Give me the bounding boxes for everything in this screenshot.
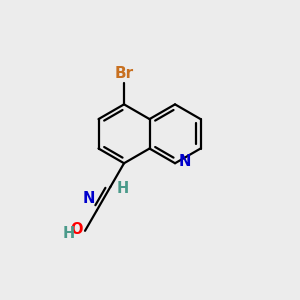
Text: Br: Br [115,66,134,81]
Text: O: O [70,222,83,237]
Text: N: N [179,154,191,169]
Text: H: H [117,181,129,196]
Text: H: H [62,226,75,241]
Text: N: N [82,191,94,206]
